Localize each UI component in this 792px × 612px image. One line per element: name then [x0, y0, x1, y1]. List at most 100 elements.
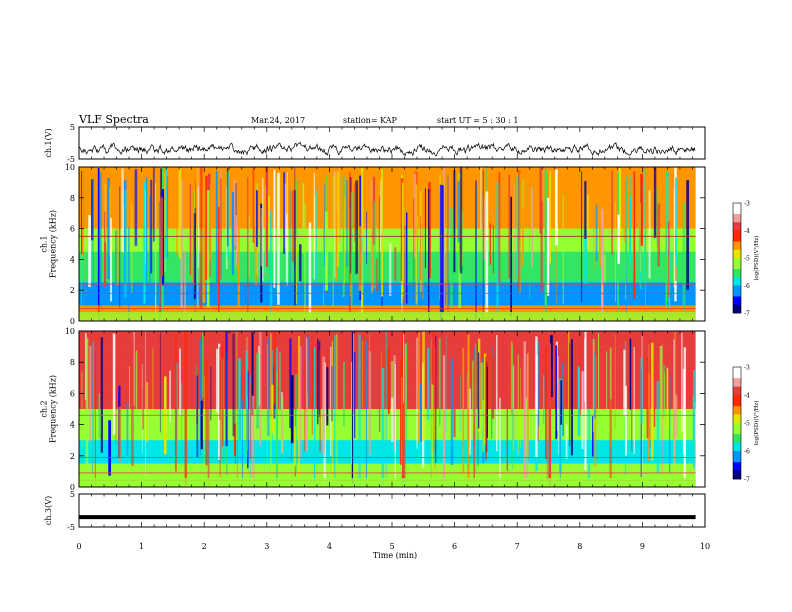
spectrogram-streak	[427, 348, 430, 420]
spectrogram-streak	[128, 227, 130, 320]
spectrogram-streak	[225, 331, 228, 447]
ch1-colorbar-segment	[733, 299, 741, 303]
spectrogram-streak	[350, 192, 353, 307]
spectrogram-streak	[246, 177, 249, 314]
ch1-waveform-ylabel-text: ch.1(V)	[44, 128, 53, 157]
spectrogram-streak	[295, 179, 298, 252]
ch1-waveform-ytick-label: 5	[70, 123, 75, 132]
spectrogram-streak	[496, 182, 499, 313]
spectrogram-streak	[295, 236, 298, 305]
ch2-colorbar-segment	[733, 389, 741, 393]
spectrogram-streak	[270, 333, 272, 464]
spectrogram-streak	[601, 208, 604, 315]
spectrogram-streak	[265, 167, 268, 268]
spectrogram-streak	[294, 167, 296, 268]
ch2-colorbar-segment	[733, 395, 741, 399]
spectrogram-streak	[592, 338, 595, 433]
spectrogram-band	[79, 174, 696, 179]
spectrogram-streak	[531, 187, 534, 268]
spectrogram-streak	[273, 331, 276, 405]
spectrogram-streak	[650, 342, 654, 461]
ch2-colorbar-segment	[733, 397, 741, 401]
ch1-colorbar-segment	[733, 205, 741, 209]
spectrogram-streak	[482, 197, 485, 261]
spectrogram-streak	[686, 180, 690, 290]
spectrogram-streak	[569, 343, 571, 447]
ch2-colorbar-segment	[733, 414, 741, 418]
spectrogram-streak	[674, 394, 678, 438]
x-tick-label: 2	[202, 542, 207, 551]
spectrogram-band	[79, 331, 696, 336]
spectrogram-streak	[609, 347, 612, 450]
spectrogram-band	[79, 455, 696, 460]
spectrogram-streak	[428, 189, 430, 320]
spectrogram-band	[79, 228, 696, 233]
spectrogram-band	[79, 297, 696, 303]
spectrogram-band	[79, 193, 696, 199]
ch1-spectrogram-ytick-label: 6	[70, 225, 75, 234]
ch2-colorbar-segment	[733, 378, 741, 382]
spectrogram-band	[79, 178, 696, 183]
x-tick-label: 5	[389, 542, 394, 551]
ch1-waveform-ytick-label: -5	[67, 155, 75, 164]
spectrogram-streak	[100, 172, 102, 307]
spectrogram-band	[79, 278, 696, 283]
spectrogram-streak	[91, 179, 94, 241]
spectrogram-band	[79, 182, 696, 187]
spectrogram-streak	[623, 349, 626, 417]
ch2-spectrogram-ytick-label: 6	[70, 389, 75, 398]
spectrogram-streak	[313, 172, 316, 280]
spectrogram-streak	[558, 355, 559, 455]
spectrogram-streak	[581, 371, 584, 450]
spectrogram-streak	[385, 331, 387, 479]
x-tick-label: 7	[515, 542, 520, 551]
spectrogram-streak	[516, 176, 519, 276]
spectrogram-streak	[124, 190, 127, 298]
ch1-colorbar-segment	[733, 208, 741, 212]
spectrogram-streak	[485, 356, 487, 461]
spectrogram-streak	[233, 423, 237, 457]
spectrogram-streak	[611, 170, 614, 255]
spectrogram-streak	[319, 350, 321, 452]
spectrogram-band	[79, 220, 696, 226]
ch2-colorbar-segment	[733, 428, 741, 432]
spectrogram-streak	[265, 186, 267, 277]
spectrogram-streak	[205, 175, 208, 280]
ch2-colorbar-tick-label: -6	[744, 449, 750, 456]
spectrogram-streak	[669, 231, 671, 310]
spectrogram-streak	[606, 351, 608, 417]
chart-title: VLF Spectra	[79, 113, 149, 126]
ch1-colorbar-segment	[733, 252, 741, 256]
spectrogram-streak	[135, 350, 138, 441]
spectrogram-streak	[586, 194, 589, 249]
spectrogram-band	[79, 459, 696, 464]
spectrogram-band	[79, 436, 696, 441]
spectrogram-streak	[653, 167, 657, 238]
spectrogram-streak	[348, 172, 351, 316]
spectrogram-band	[79, 232, 696, 237]
spectrogram-streak	[335, 334, 338, 479]
spectrogram-streak	[468, 388, 471, 455]
spectrogram-streak	[388, 243, 392, 297]
spectrogram-band	[79, 358, 696, 363]
spectrogram-streak	[232, 333, 235, 437]
spectrogram-band	[79, 342, 696, 347]
ch2-colorbar-tick-label: -5	[744, 421, 750, 428]
low-frequency-strip	[79, 478, 696, 487]
x-tick-label: 1	[139, 542, 144, 551]
spectrogram-band	[79, 205, 696, 210]
spectrogram-streak	[555, 169, 558, 246]
spectrogram-streak	[362, 341, 364, 408]
spectrogram-streak	[148, 195, 151, 296]
ch2-colorbar-segment	[733, 470, 741, 474]
spectrogram-streak	[519, 172, 521, 294]
spectrogram-streak	[614, 334, 616, 429]
spectrogram-band	[79, 301, 696, 306]
spectrogram-streak	[568, 331, 570, 409]
spectrogram-streak	[555, 345, 558, 440]
ch1-spectrogram-ytick-label: 8	[70, 194, 75, 203]
spectrogram-streak	[629, 338, 632, 410]
spectrogram-streak	[305, 337, 308, 452]
spectrogram-streak	[339, 168, 341, 243]
spectrogram-streak	[480, 362, 484, 430]
